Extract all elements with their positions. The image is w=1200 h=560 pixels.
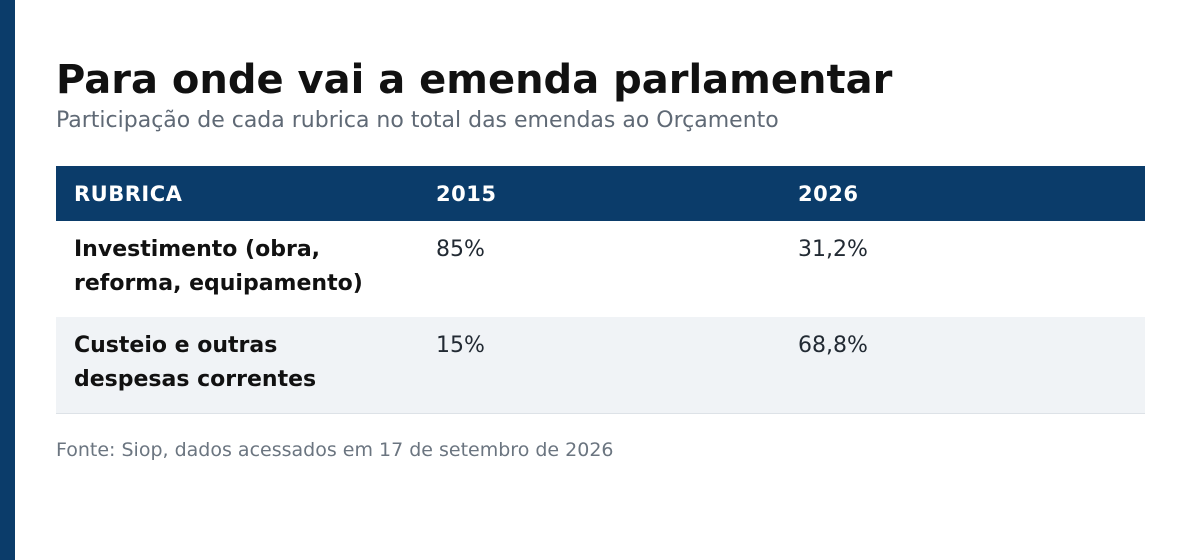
row-value-2015: 85%: [436, 237, 485, 262]
column-header-2026: 2026: [798, 181, 859, 206]
chart-title: Para onde vai a emenda parlamentar: [56, 57, 893, 103]
table-header-row: RUBRICA 2015 2026: [56, 166, 1145, 221]
source-note: Fonte: Siop, dados acessados em 17 de se…: [56, 439, 614, 461]
column-header-2015: 2015: [436, 181, 497, 206]
row-value-2026: 31,2%: [798, 237, 868, 262]
row-value-2026: 68,8%: [798, 333, 868, 358]
table-row: Investimento (obra, reforma, equipamento…: [56, 221, 1145, 317]
chart-subtitle: Participação de cada rubrica no total da…: [56, 108, 779, 133]
row-label: Investimento (obra, reforma, equipamento…: [74, 237, 363, 296]
row-label: Custeio e outras despesas correntes: [74, 333, 317, 392]
table-row: Custeio e outras despesas correntes 15% …: [56, 317, 1145, 414]
column-header-rubrica: RUBRICA: [74, 181, 183, 206]
accent-bar: [0, 0, 15, 560]
chart-container: Para onde vai a emenda parlamentar Parti…: [56, 56, 1145, 463]
data-table: RUBRICA 2015 2026 Investimento (obra, re…: [56, 166, 1145, 414]
row-value-2015: 15%: [436, 333, 485, 358]
